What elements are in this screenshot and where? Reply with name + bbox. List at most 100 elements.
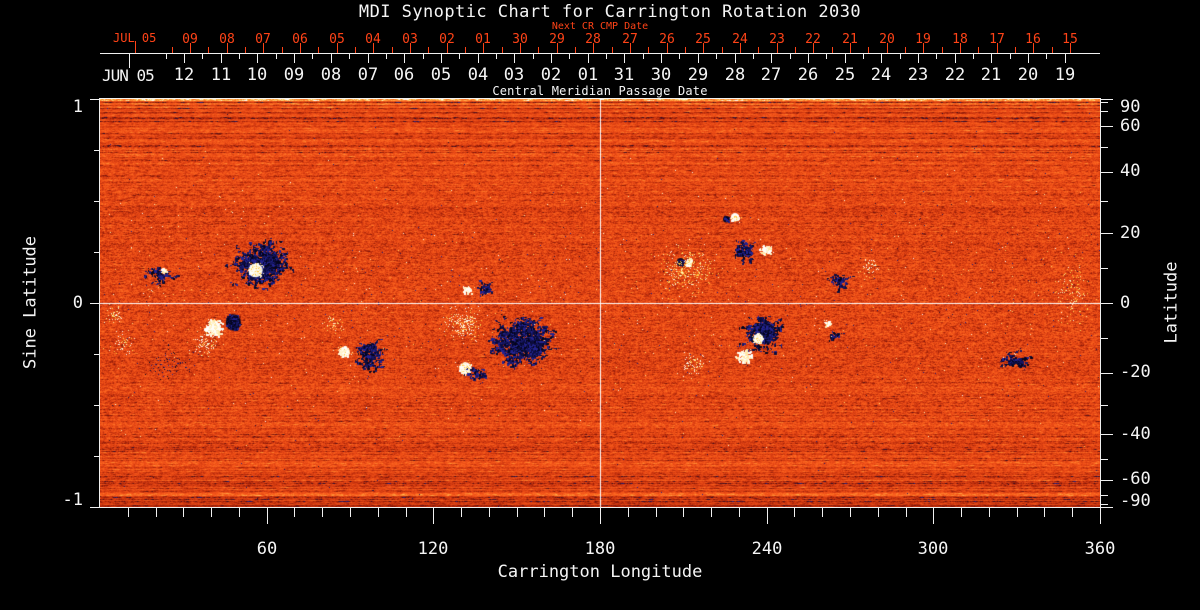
red-day-label: 20 [879, 32, 895, 47]
white-minor-tick [459, 54, 460, 59]
white-major-tick [808, 54, 809, 63]
white-major-tick [514, 54, 515, 63]
white-minor-tick [1010, 54, 1011, 59]
white-day-label: 12 [173, 65, 195, 85]
white-day-label: 01 [577, 65, 599, 85]
red-major-tick [593, 43, 594, 53]
red-major-tick [630, 43, 631, 53]
red-day-label: 08 [219, 32, 235, 47]
bottom-minor-tick [406, 508, 407, 517]
bottom-minor-tick [239, 508, 240, 517]
white-day-label: 02 [540, 65, 562, 85]
white-minor-tick [386, 54, 387, 59]
red-major-tick [997, 43, 998, 53]
bottom-minor-tick [461, 508, 462, 517]
red-major-tick [373, 43, 374, 53]
bottom-minor-tick [822, 508, 823, 517]
bottom-minor-tick [961, 508, 962, 517]
red-day-label: 30 [512, 32, 528, 47]
right-minor-tick [1101, 459, 1108, 460]
red-day-label: 24 [732, 32, 748, 47]
white-major-tick [184, 54, 185, 63]
white-minor-tick [826, 54, 827, 59]
white-minor-tick [716, 54, 717, 59]
white-major-tick [404, 54, 405, 63]
red-day-label: 23 [769, 32, 785, 47]
white-day-label: 23 [907, 65, 929, 85]
right-major-tick [1101, 507, 1113, 508]
white-day-label: 22 [944, 65, 966, 85]
red-major-tick [887, 43, 888, 53]
white-day-label: 21 [980, 65, 1002, 85]
left-tick-label: 1 [72, 97, 83, 117]
right-minor-tick [1101, 201, 1108, 202]
red-major-tick [777, 43, 778, 53]
white-major-tick [918, 54, 919, 63]
red-day-label: 04 [365, 32, 381, 47]
red-day-label: 02 [439, 32, 455, 47]
white-major-tick [991, 54, 992, 63]
red-major-tick [190, 43, 191, 53]
bottom-minor-tick [183, 508, 184, 517]
bottom-minor-tick [128, 508, 129, 517]
red-day-label: 06 [292, 32, 308, 47]
right-tick-label: 90 [1120, 97, 1141, 117]
right-axis-title: Latitude [1161, 261, 1182, 344]
bottom-tick-label: 180 [584, 539, 616, 559]
white-major-tick [1065, 54, 1066, 63]
bottom-minor-tick [739, 508, 740, 517]
bottom-axis-title: Carrington Longitude [497, 562, 703, 582]
white-month-label: JUN 05 [102, 66, 155, 85]
white-major-tick [368, 54, 369, 63]
cmp-axis-line [100, 53, 1100, 54]
right-minor-tick [1101, 338, 1108, 339]
red-major-tick [447, 43, 448, 53]
white-day-label: 26 [797, 65, 819, 85]
white-minor-tick [423, 54, 424, 59]
next-cr-cmp-date-label: Next CR CMP Date [551, 21, 649, 32]
bottom-minor-tick [906, 508, 907, 517]
right-tick-label: 40 [1120, 161, 1141, 181]
right-major-tick [1101, 172, 1113, 173]
white-day-label: 25 [834, 65, 856, 85]
red-major-tick [960, 43, 961, 53]
bottom-minor-tick [156, 508, 157, 517]
bottom-minor-tick [1017, 508, 1018, 517]
right-minor-tick [1101, 405, 1108, 406]
white-day-label: 07 [357, 65, 379, 85]
red-major-tick [667, 43, 668, 53]
white-major-tick [441, 54, 442, 63]
white-minor-tick [1046, 54, 1047, 59]
bottom-major-tick [1100, 508, 1101, 524]
plot-frame [99, 98, 1101, 508]
bottom-tick-label: 300 [917, 539, 949, 559]
white-day-label: 06 [393, 65, 415, 85]
right-major-tick [1101, 99, 1113, 100]
red-major-tick [813, 43, 814, 53]
bottom-minor-tick [517, 508, 518, 517]
bottom-minor-tick [989, 508, 990, 517]
bottom-minor-tick [322, 508, 323, 517]
right-tick-label: -90 [1120, 491, 1151, 511]
bottom-minor-tick [211, 508, 212, 517]
red-major-tick [227, 43, 228, 53]
bottom-minor-tick [489, 508, 490, 517]
red-day-label: 07 [255, 32, 271, 47]
white-minor-tick [533, 54, 534, 59]
white-day-label: 10 [246, 65, 268, 85]
white-minor-tick [166, 54, 167, 59]
white-major-tick [1028, 54, 1029, 63]
red-day-label: 25 [695, 32, 711, 47]
white-minor-tick [900, 54, 901, 59]
red-day-label: 17 [989, 32, 1005, 47]
bottom-major-tick [267, 508, 268, 524]
bottom-tick-label: 240 [751, 539, 783, 559]
white-minor-tick [312, 54, 313, 59]
red-major-tick [703, 43, 704, 53]
right-major-tick [1101, 434, 1113, 435]
bottom-minor-tick [1072, 508, 1073, 517]
white-day-label: 05 [430, 65, 452, 85]
right-major-tick [1101, 373, 1113, 374]
red-day-label: 22 [805, 32, 821, 47]
white-minor-tick [753, 54, 754, 59]
